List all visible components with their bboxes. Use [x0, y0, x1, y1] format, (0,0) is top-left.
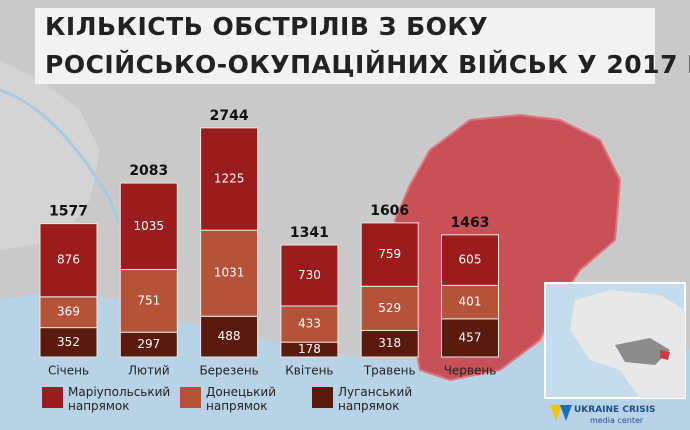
bar-segment: [360, 222, 419, 287]
total-label: 1606: [370, 203, 409, 219]
title-line: РОСІЙСЬКО-ОКУПАЦІЙНИХ ВІЙСЬК У 2017 РОЦІ: [35, 46, 690, 84]
total-label: 2744: [210, 108, 249, 124]
segment-label: 605: [459, 253, 482, 267]
segment-label: 178: [298, 342, 321, 356]
x-tick-label: Березень: [199, 364, 258, 378]
logo-icon: [560, 405, 572, 421]
bar-segment: [280, 244, 339, 307]
x-tick-label: Травень: [363, 364, 416, 378]
segment-label: 457: [459, 330, 482, 344]
legend-label: Маріупольський напрямок: [68, 385, 171, 413]
x-tick-label: Червень: [444, 364, 497, 378]
segment-label: 318: [378, 336, 401, 350]
land: [0, 60, 100, 250]
bar-segment: [280, 305, 339, 343]
segment-label: 730: [298, 268, 321, 282]
segment-label: 1035: [134, 219, 165, 233]
x-tick-label: Лютий: [128, 364, 170, 378]
title-line: КІЛЬКІСТЬ ОБСТРІЛІВ З БОКУ: [35, 8, 655, 46]
bar-segment: [39, 327, 98, 358]
segment-label: 297: [137, 337, 160, 351]
bar-segment: [119, 331, 178, 358]
x-tick-label: Квітень: [285, 364, 333, 378]
inset-occupied: [660, 350, 670, 360]
bar-segment: [200, 229, 259, 317]
legend-swatch: [42, 387, 63, 408]
total-label: 1577: [49, 204, 88, 220]
logo-subtitle: media center: [590, 416, 644, 425]
bar-segment: [200, 127, 259, 231]
segment-label: 433: [298, 317, 321, 331]
total-label: 1463: [451, 215, 490, 231]
total-label: 1341: [290, 225, 329, 241]
bar-segment: [119, 182, 178, 270]
bar-segment: [119, 268, 178, 333]
total-label: 2083: [129, 163, 168, 179]
segment-label: 759: [378, 247, 401, 261]
bar-segment: [360, 285, 419, 331]
bar-segment: [441, 234, 499, 286]
segment-label: 751: [137, 293, 160, 307]
bar-segment: [39, 223, 98, 298]
segment-label: 401: [459, 295, 482, 309]
legend-swatch: [180, 387, 201, 408]
segment-label: 529: [378, 301, 401, 315]
x-tick-label: Січень: [48, 364, 89, 378]
bar-segment: [360, 329, 419, 358]
segment-label: 1031: [214, 266, 245, 280]
segment-label: 1225: [214, 172, 245, 186]
logo-name: UKRAINE CRISIS: [574, 405, 656, 415]
legend-label: Донецький напрямок: [206, 385, 277, 413]
segment-label: 876: [57, 253, 80, 267]
bar-segment: [441, 318, 499, 358]
legend-swatch: [312, 387, 333, 408]
segment-label: 369: [57, 305, 80, 319]
segment-label: 352: [57, 335, 80, 349]
inset-ukraine: [615, 338, 670, 365]
bar-segment: [39, 296, 98, 329]
logo-icon: [550, 405, 562, 421]
bar-segment: [200, 315, 259, 358]
legend-label: Луганський напрямок: [338, 385, 413, 413]
segment-label: 488: [218, 329, 241, 343]
